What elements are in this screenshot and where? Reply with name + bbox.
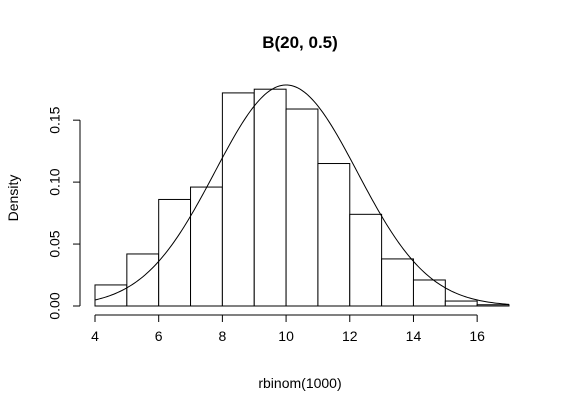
y-tick-label: 0.00: [47, 292, 63, 319]
y-axis-label: Density: [5, 175, 21, 222]
histogram-bar-7: [285, 108, 319, 307]
histogram-bar-11: [412, 279, 446, 307]
x-tick-label: 16: [469, 328, 485, 344]
normal-density-curve: [94, 84, 510, 305]
x-axis-label: rbinom(1000): [258, 375, 341, 391]
histogram-bar-2: [126, 253, 160, 307]
y-tick-label: 0.15: [47, 106, 63, 133]
y-tick-label: 0.10: [47, 168, 63, 195]
histogram-bar-5: [221, 92, 255, 307]
x-tick-label: 8: [218, 328, 226, 344]
histogram-bar-13: [476, 304, 510, 307]
x-axis: 4 6 8 10 12 14 16: [91, 314, 485, 344]
x-tick-label: 6: [155, 328, 163, 344]
histogram-bar-3: [158, 198, 192, 307]
histogram-bar-4: [190, 186, 223, 307]
histogram-bars: [94, 88, 510, 307]
histogram-bar-10: [381, 258, 414, 307]
histogram-bar-9: [349, 213, 383, 307]
x-tick-label: 12: [342, 328, 358, 344]
histogram-bar-8: [317, 163, 351, 307]
histogram-bar-12: [444, 300, 478, 307]
x-tick-label: 10: [278, 328, 294, 344]
x-tick-label: 4: [91, 328, 99, 344]
y-axis: 0.00 0.05 0.10 0.15: [47, 106, 81, 320]
x-tick-label: 14: [406, 328, 422, 344]
chart-title: B(20, 0.5): [262, 33, 338, 52]
histogram-bar-6: [253, 88, 287, 307]
y-tick-label: 0.05: [47, 230, 63, 257]
